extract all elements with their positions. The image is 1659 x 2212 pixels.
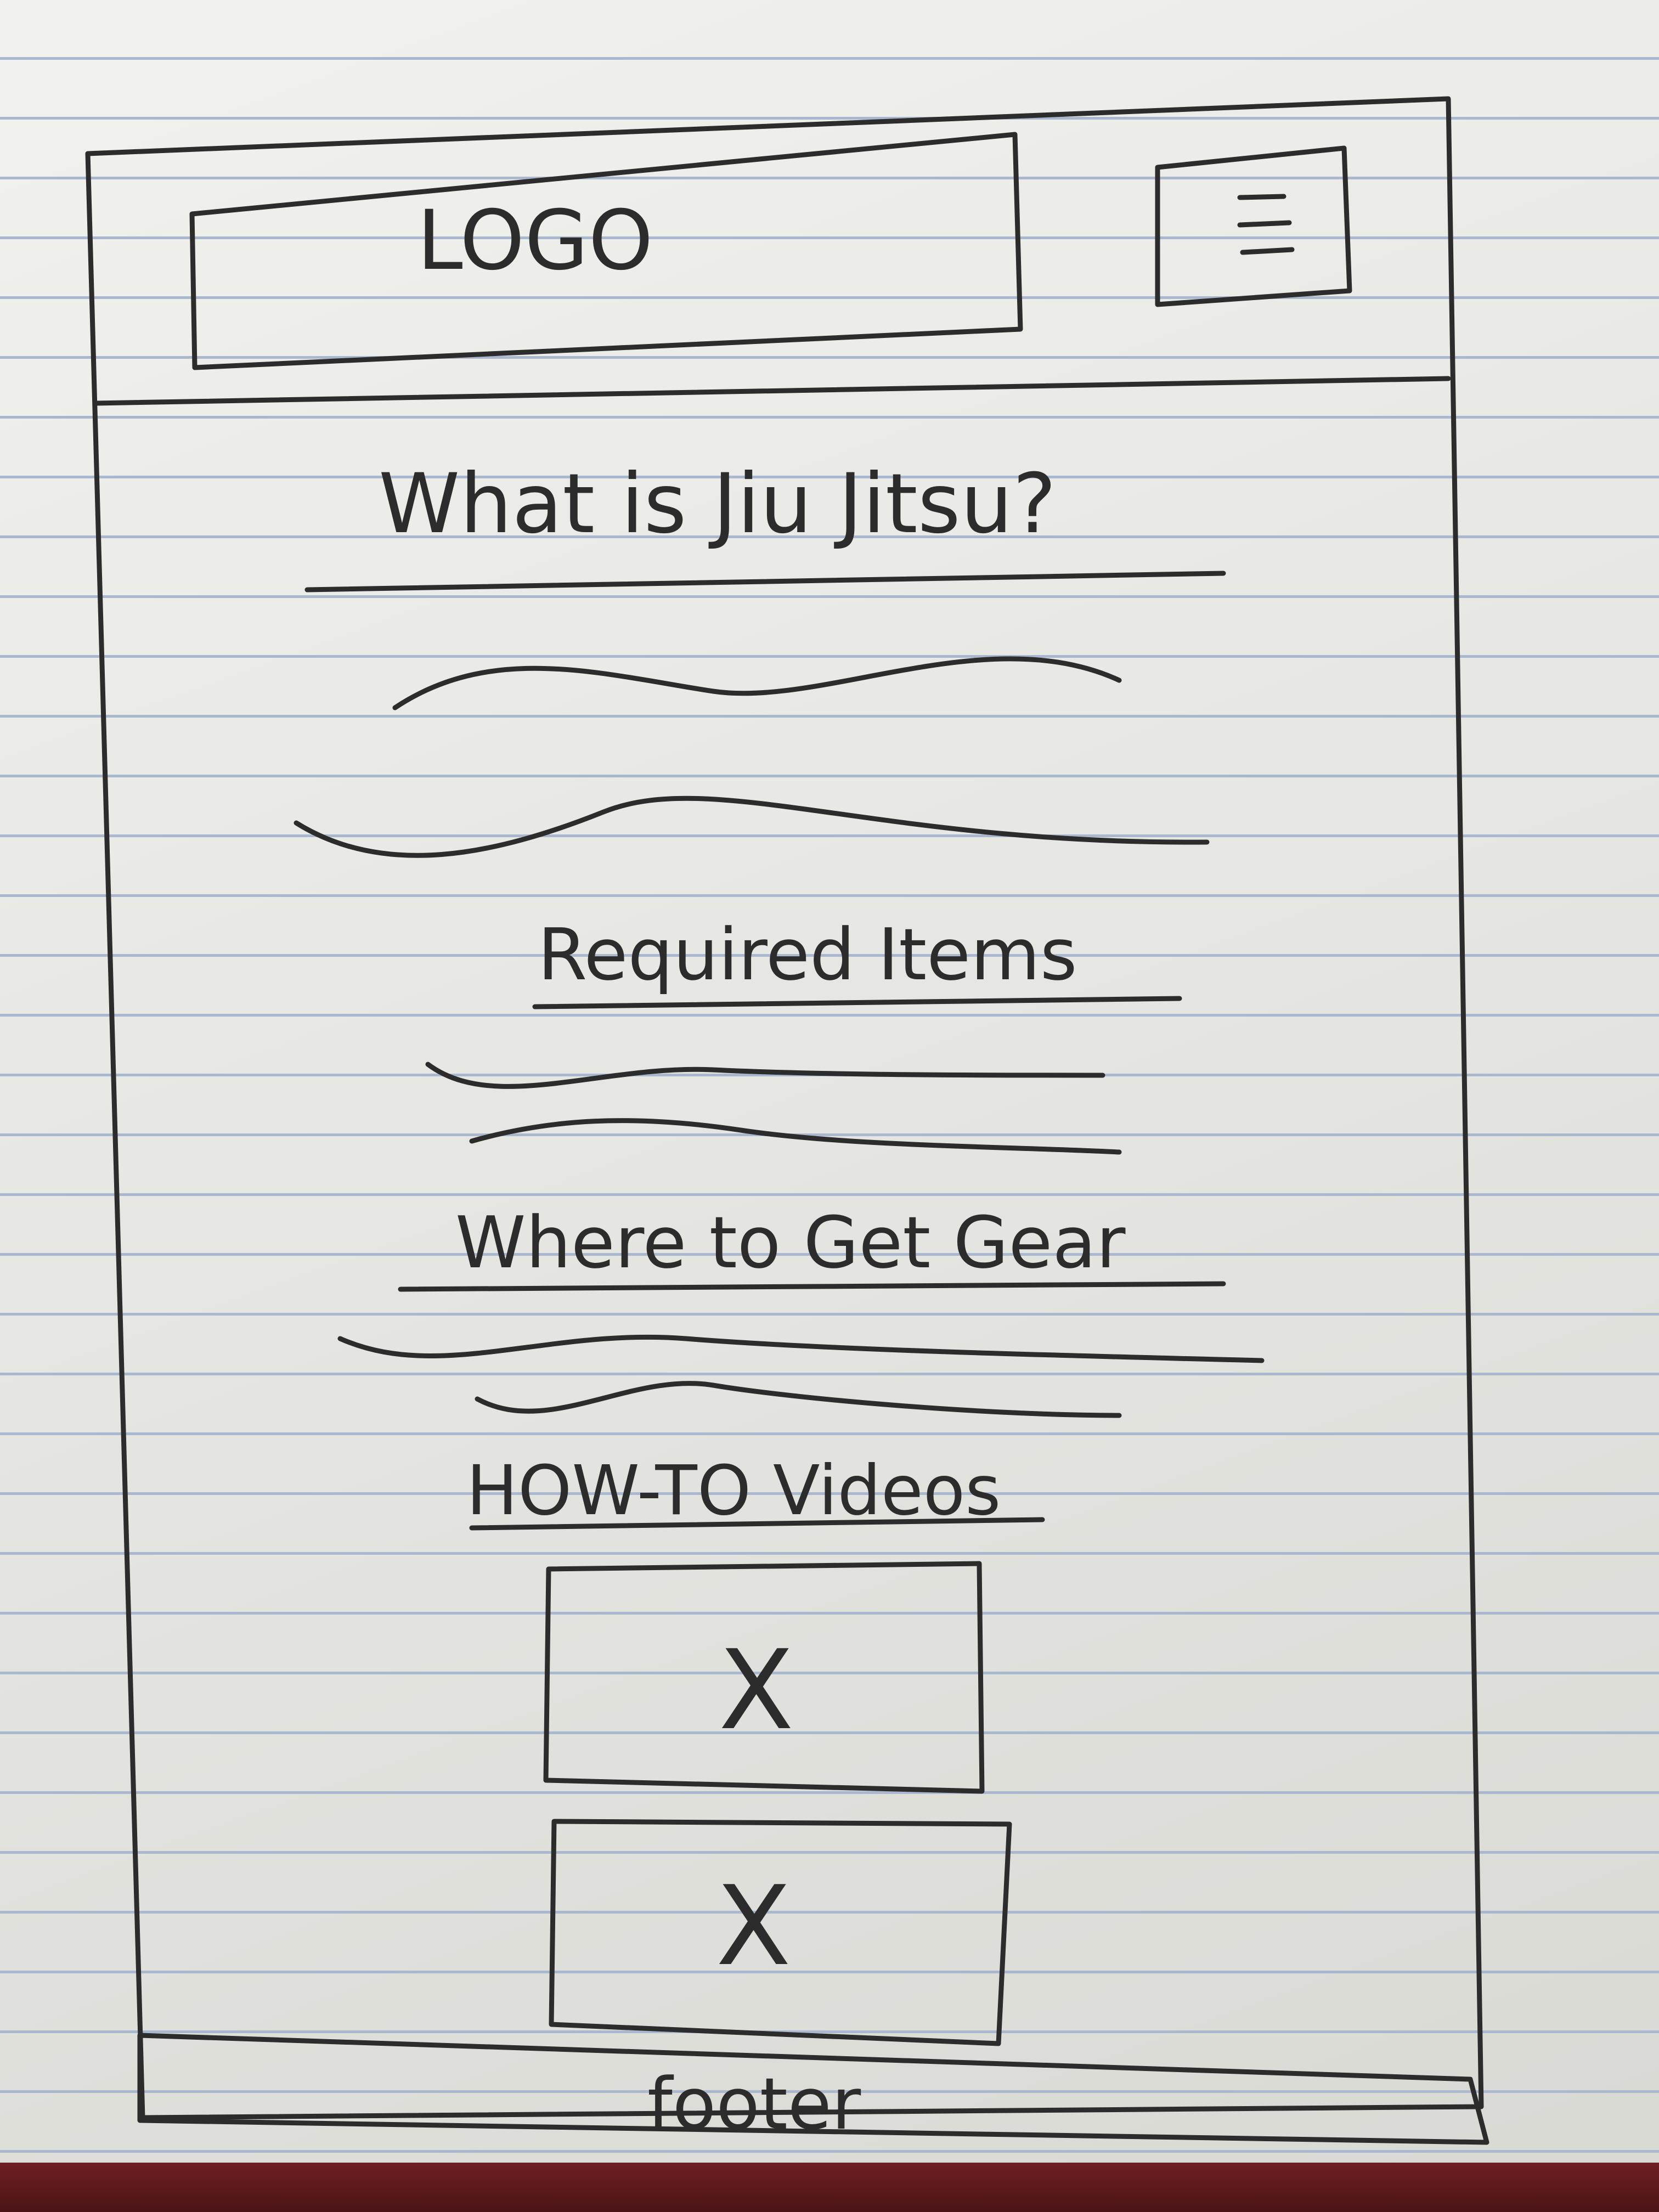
text-placeholder-line (425, 1062, 1105, 1089)
footer: footer (137, 2033, 1489, 2146)
section-title-videos: HOW-TO Videos (466, 1451, 1001, 1531)
title-underline (398, 1281, 1226, 1292)
section-where-to-get-gear: Where to Get Gear (337, 1201, 1265, 1418)
section-title-what-is: What is Jiu Jitsu? (379, 456, 1057, 552)
text-placeholder-line (337, 1334, 1265, 1363)
footer-text: footer (647, 2062, 861, 2146)
section-what-is: What is Jiu Jitsu? (294, 456, 1226, 858)
device-frame (85, 96, 1484, 2120)
video-placeholder[interactable]: X (543, 1561, 985, 1794)
video-placeholder[interactable]: X (549, 1819, 1012, 2046)
header: LOGO (93, 132, 1451, 406)
logo-box (189, 132, 1023, 370)
title-underline (469, 1517, 1045, 1531)
hamburger-menu-icon[interactable] (1155, 145, 1352, 307)
footer-box (137, 2033, 1489, 2145)
text-placeholder-line (294, 795, 1210, 858)
text-placeholder-line (392, 656, 1122, 710)
title-underline (304, 571, 1226, 592)
table-surface (0, 2163, 1659, 2212)
section-required-items: Required Items (425, 913, 1182, 1155)
title-underline (532, 996, 1182, 1009)
logo-text[interactable]: LOGO (417, 193, 653, 289)
text-placeholder-line (469, 1118, 1122, 1155)
section-title-where: Where to Get Gear (455, 1201, 1126, 1284)
header-divider (93, 376, 1451, 406)
section-how-to-videos: HOW-TO Videos X X (466, 1451, 1045, 2046)
section-title-required: Required Items (538, 913, 1077, 996)
text-placeholder-line (475, 1381, 1122, 1418)
video-placeholder-x: X (719, 1627, 794, 1754)
video-placeholder-x: X (716, 1863, 791, 1990)
